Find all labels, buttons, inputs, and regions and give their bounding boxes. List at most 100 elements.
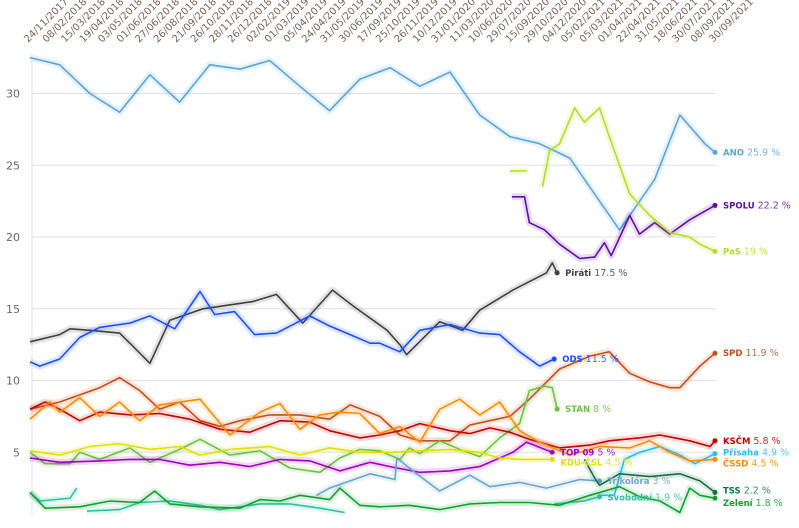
- series-line: [541, 107, 716, 253]
- series-zelen-: [27, 483, 718, 516]
- series-tss: [581, 457, 718, 496]
- y-tick-label: 5: [13, 446, 20, 459]
- y-tick-label: 15: [6, 303, 20, 316]
- end-label: Přísaha 4.9 %: [723, 448, 789, 459]
- end-point-marker: [712, 451, 718, 457]
- series-pas: [509, 104, 718, 255]
- end-label: ODS 11.5 %: [562, 354, 619, 365]
- end-label: ANO 25.9 %: [723, 147, 780, 158]
- end-label: STAN 8 %: [565, 404, 611, 415]
- series-value: 8 %: [590, 404, 611, 415]
- series-spolu: [511, 193, 718, 262]
- series-line: [316, 457, 600, 497]
- series-name: KDU-ČSL: [560, 456, 603, 468]
- series-line: [511, 196, 716, 260]
- series-value: 2.2 %: [741, 485, 771, 496]
- end-point-marker: [549, 449, 555, 455]
- end-label: Trikolóra 3 %: [608, 476, 671, 487]
- series-line: [29, 262, 558, 365]
- end-point-marker: [712, 149, 718, 155]
- x-axis-ticks: 24/11/201708/02/201815/03/201819/04/2018…: [22, 0, 756, 45]
- series-name: STAN: [565, 405, 590, 415]
- series-glow: [28, 288, 556, 370]
- end-label: SPD 11.9 %: [723, 348, 779, 359]
- series-name: ODS: [562, 355, 582, 365]
- series-value: 22.2 %: [755, 200, 791, 211]
- series-value: 19 %: [741, 246, 768, 257]
- end-point-marker: [712, 456, 718, 462]
- series-line: [29, 485, 716, 514]
- series-name: PaS: [723, 247, 741, 257]
- series-name: SPD: [723, 349, 742, 359]
- series-line: [29, 385, 558, 474]
- series-value: 11.5 %: [583, 354, 619, 365]
- series-value: 4.9 %: [759, 448, 789, 459]
- end-point-marker: [554, 270, 560, 276]
- series-ods: [28, 288, 557, 370]
- y-tick-label: 20: [6, 231, 20, 244]
- series-value: 3 %: [649, 476, 670, 487]
- y-tick-label: 30: [6, 88, 20, 101]
- series-value: 1.9 %: [652, 493, 682, 504]
- series-p-saha: [599, 443, 718, 499]
- series-ks-m: [28, 398, 718, 452]
- series--ssd: [27, 394, 718, 465]
- series-trikol-ra: [314, 454, 603, 499]
- series-value: 4.5 %: [748, 458, 778, 469]
- end-label: KDU-ČSL 4.5 %: [560, 456, 632, 468]
- series-line: [583, 459, 716, 494]
- series-value: 25.9 %: [744, 147, 780, 158]
- series-name: Přísaha: [723, 449, 759, 459]
- series-value: 5.8 %: [750, 436, 780, 447]
- series-line: [29, 401, 716, 449]
- gridlines: [31, 60, 716, 515]
- series-line: [29, 396, 716, 462]
- series-line: [29, 442, 553, 461]
- series-name: ANO: [723, 148, 744, 158]
- end-label: SPOLU 22.2 %: [723, 200, 791, 211]
- end-point-marker: [549, 456, 555, 462]
- end-point-marker: [597, 494, 603, 500]
- series-name: TOP 09: [560, 448, 594, 458]
- series-value: 17.5 %: [591, 268, 627, 279]
- series-value: 1.8 %: [753, 498, 783, 509]
- series-name: SPOLU: [723, 201, 755, 211]
- series-name: Trikolóra: [608, 476, 650, 487]
- end-label: PaS 19 %: [723, 246, 768, 257]
- y-tick-label: 25: [6, 159, 20, 172]
- series-name: Svobodní: [608, 494, 654, 504]
- series-line: [29, 290, 555, 367]
- end-label: TOP 09 5 %: [560, 447, 615, 458]
- y-axis-ticks: 5 10 15 20 25 30: [6, 88, 20, 460]
- end-label: KSČM 5.8 %: [723, 435, 781, 447]
- series-value: 5 %: [594, 447, 615, 458]
- series-value: 4.5 %: [602, 457, 632, 468]
- end-point-marker: [712, 438, 718, 444]
- end-point-marker: [712, 489, 718, 495]
- series-value: 11.9 %: [742, 348, 778, 359]
- end-point-marker: [554, 406, 560, 412]
- end-point-marker: [712, 350, 718, 356]
- series-line: [599, 445, 716, 497]
- series-spd: [29, 348, 718, 445]
- end-label: ČSSD 4.5 %: [723, 457, 779, 469]
- end-point-marker: [712, 202, 718, 208]
- series-kdu-sl: [29, 440, 555, 463]
- end-labels: ANO 25.9 % SPOLU 22.2 % PaS 19 % Piráti 17.…: [560, 147, 791, 509]
- series-name: TSS: [723, 486, 741, 496]
- end-point-marker: [551, 356, 557, 362]
- series-name: Zelení: [723, 499, 754, 509]
- series-top-09: [29, 438, 555, 476]
- end-point-marker: [712, 248, 718, 254]
- end-label: Zelení 1.8 %: [723, 498, 783, 509]
- end-label: TSS 2.2 %: [723, 485, 771, 496]
- series-line: [29, 351, 716, 442]
- series-name: ČSSD: [723, 457, 748, 469]
- end-label: Piráti 17.5 %: [565, 268, 627, 279]
- end-point-marker: [712, 495, 718, 501]
- end-label: Svobodní 1.9 %: [608, 493, 683, 504]
- series-pir-ti: [29, 259, 561, 367]
- series-line: [29, 441, 553, 474]
- series-lines: [27, 54, 718, 516]
